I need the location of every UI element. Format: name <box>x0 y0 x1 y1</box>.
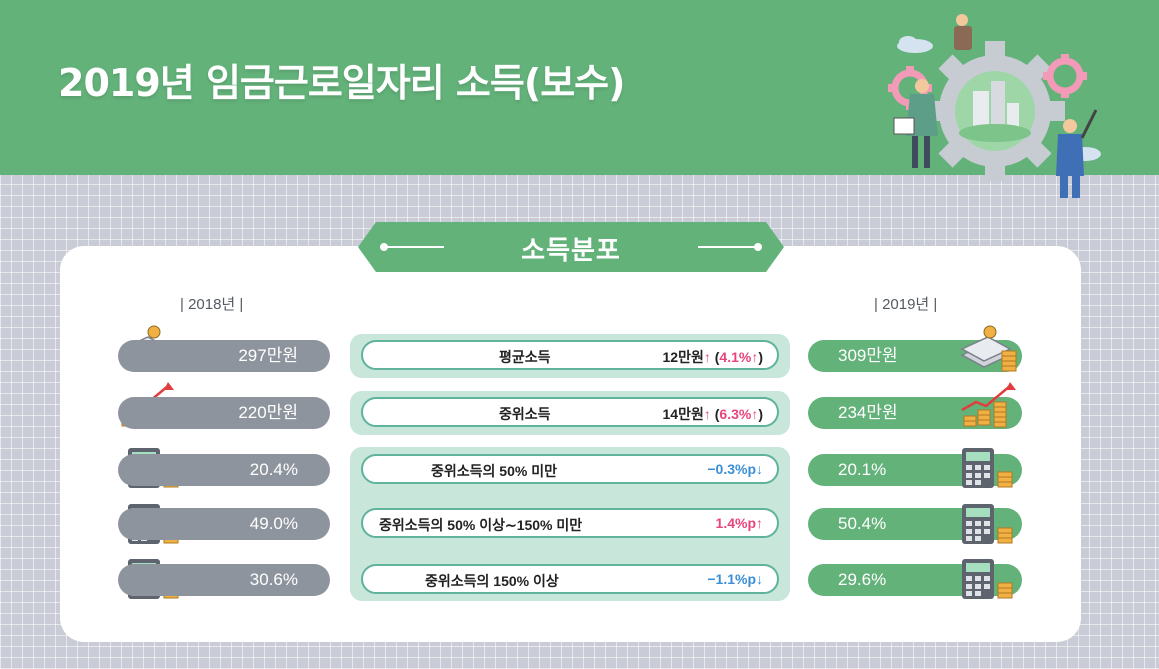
between-50-150-change-row: 중위소득의 50% 이상∼150% 미만 1.4%p↑ <box>361 508 779 538</box>
down-arrow-icon: ↓ <box>756 461 763 477</box>
workers-gears-illustration <box>888 14 1101 198</box>
above-150-label: 중위소득의 150% 이상 <box>425 573 559 589</box>
below-50-change: −0.3%p↓ <box>707 461 763 477</box>
rising-chart-coins-icon <box>961 382 1016 428</box>
avg-income-2018: 297만원 <box>118 340 330 372</box>
up-arrow-icon: ↑ <box>751 349 759 365</box>
below-50-2018: 20.4% <box>118 454 330 486</box>
median-income-2018: 220만원 <box>118 397 330 429</box>
below-50-label: 중위소득의 50% 미만 <box>431 463 557 479</box>
between-50-150-change: 1.4%p↑ <box>715 515 763 531</box>
banner-shape <box>358 222 784 272</box>
median-income-change-row: 중위소득 14만원↑ (6.3%↑) <box>361 397 779 427</box>
avg-income-change-row: 평균소득 12만원↑ (4.1%↑) <box>361 340 779 370</box>
section-title: 소득분포 <box>521 236 621 266</box>
page-title: 2019년 임금근로일자리 소득(보수) <box>58 61 625 105</box>
avg-income-label: 평균소득 <box>499 349 551 365</box>
avg-income-change: 12만원↑ (4.1%↑) <box>662 349 764 365</box>
up-arrow-icon: ↑ <box>751 406 759 422</box>
above-150-change-row: 중위소득의 150% 이상 −1.1%p↓ <box>361 564 779 594</box>
below-50-change-row: 중위소득의 50% 미만 −0.3%p↓ <box>361 454 779 484</box>
between-50-150-label: 중위소득의 50% 이상∼150% 미만 <box>379 517 583 533</box>
up-arrow-icon: ↑ <box>703 349 711 365</box>
median-income-label: 중위소득 <box>499 406 551 422</box>
year-2019-label: | 2019년 | <box>874 296 938 313</box>
above-150-change: −1.1%p↓ <box>707 571 763 587</box>
calculator-coins-icon <box>962 559 1013 599</box>
calculator-coins-icon <box>962 504 1013 544</box>
down-arrow-icon: ↓ <box>756 571 763 587</box>
median-income-change: 14만원↑ (6.3%↑) <box>662 406 764 422</box>
between-50-150-2018: 49.0% <box>118 508 330 540</box>
up-arrow-icon: ↑ <box>756 515 763 531</box>
up-arrow-icon: ↑ <box>703 406 711 422</box>
money-stack-icon <box>960 325 1017 372</box>
calculator-coins-icon <box>962 448 1013 488</box>
section-banner: 소득분포 <box>358 222 784 272</box>
above-150-2018: 30.6% <box>118 564 330 596</box>
year-2018-label: | 2018년 | <box>180 296 244 313</box>
